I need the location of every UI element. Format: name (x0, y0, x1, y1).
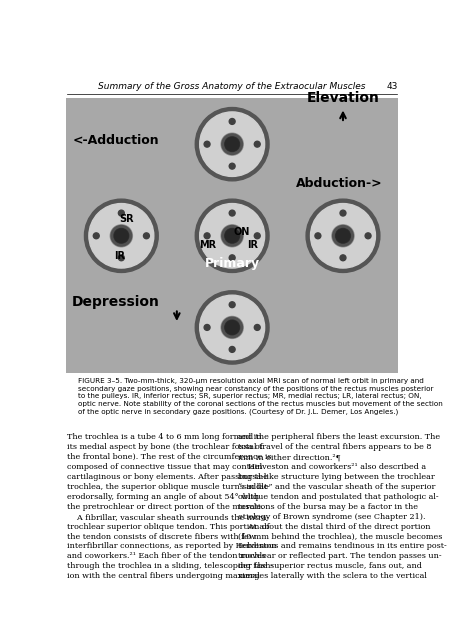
Circle shape (226, 229, 239, 243)
Circle shape (93, 233, 99, 239)
Text: IR: IR (114, 251, 125, 261)
Circle shape (222, 134, 242, 154)
Circle shape (221, 225, 243, 247)
Circle shape (229, 210, 235, 216)
Circle shape (222, 317, 242, 338)
Circle shape (229, 163, 235, 169)
Circle shape (204, 233, 210, 239)
Circle shape (254, 324, 260, 330)
Text: The trochlea is a tube 4 to 6 mm long formed in
its medial aspect by bone (the t: The trochlea is a tube 4 to 6 mm long fo… (67, 433, 277, 580)
Circle shape (204, 324, 210, 330)
Circle shape (221, 133, 243, 155)
Circle shape (195, 291, 269, 364)
Text: <-Adduction: <-Adduction (72, 134, 159, 147)
Text: 43: 43 (386, 82, 398, 91)
Text: and the peripheral fibers the least excursion. The
total travel of the central f: and the peripheral fibers the least excu… (238, 433, 447, 580)
Text: ON: ON (233, 227, 250, 237)
Text: Primary: Primary (205, 257, 260, 270)
Circle shape (254, 233, 260, 239)
Circle shape (254, 141, 260, 147)
Circle shape (118, 210, 124, 216)
Circle shape (89, 204, 154, 268)
Text: SR: SR (120, 214, 134, 224)
Circle shape (230, 329, 238, 337)
Circle shape (225, 320, 240, 335)
Circle shape (200, 112, 265, 177)
Circle shape (111, 225, 132, 246)
Circle shape (230, 237, 238, 245)
Text: Depression: Depression (72, 294, 160, 308)
Text: Summary of the Gross Anatomy of the Extraocular Muscles: Summary of the Gross Anatomy of the Extr… (98, 82, 366, 91)
Circle shape (84, 199, 158, 273)
Circle shape (110, 225, 132, 247)
Text: Abduction->: Abduction-> (296, 177, 382, 190)
Circle shape (365, 233, 371, 239)
Circle shape (315, 233, 321, 239)
Text: IR: IR (247, 240, 258, 250)
Circle shape (229, 302, 235, 308)
Circle shape (340, 255, 346, 260)
Circle shape (225, 228, 240, 243)
Circle shape (115, 229, 128, 243)
Circle shape (333, 225, 353, 246)
Circle shape (336, 228, 350, 243)
Circle shape (310, 204, 376, 268)
Circle shape (306, 199, 380, 273)
Circle shape (336, 229, 350, 243)
Circle shape (195, 108, 269, 181)
Circle shape (225, 137, 240, 152)
Circle shape (204, 141, 210, 147)
Circle shape (332, 225, 354, 247)
Circle shape (120, 237, 127, 245)
Text: Elevation: Elevation (307, 92, 380, 106)
Circle shape (144, 233, 149, 239)
Circle shape (200, 204, 265, 268)
Circle shape (229, 118, 235, 124)
Circle shape (229, 346, 235, 353)
Circle shape (340, 210, 346, 216)
Circle shape (226, 321, 239, 334)
Circle shape (229, 255, 235, 260)
Circle shape (114, 228, 129, 243)
Circle shape (118, 255, 124, 260)
Circle shape (341, 237, 348, 245)
Text: FIGURE 3–5. Two-mm-thick, 320-μm resolution axial MRI scan of normal left orbit : FIGURE 3–5. Two-mm-thick, 320-μm resolut… (77, 378, 442, 415)
Circle shape (226, 138, 239, 151)
Circle shape (222, 225, 242, 246)
Text: MR: MR (200, 240, 217, 250)
Circle shape (195, 199, 269, 273)
Bar (66, 99, 398, 373)
Circle shape (230, 146, 238, 154)
Circle shape (200, 295, 265, 360)
Circle shape (221, 316, 243, 339)
